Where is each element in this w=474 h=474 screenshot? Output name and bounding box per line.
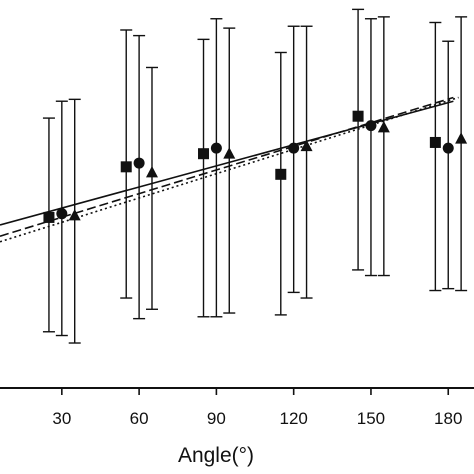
error-bar	[210, 18, 223, 318]
data-point-square	[43, 211, 55, 223]
x-tick-label: 30	[52, 409, 71, 428]
error-bar	[274, 51, 287, 316]
error-bar	[133, 34, 146, 320]
error-bar	[287, 25, 300, 294]
x-ticks-layer: 30 60 90 120 150 180	[52, 388, 462, 428]
data-point-square	[352, 110, 364, 122]
data-point-triangle	[377, 120, 390, 133]
data-point-circle	[133, 157, 145, 169]
data-point-square	[275, 168, 287, 180]
data-point-square	[429, 136, 441, 148]
data-point-triangle	[300, 139, 313, 152]
error-bar	[68, 98, 81, 344]
data-point-circle	[210, 142, 222, 154]
data-point-triangle	[223, 147, 236, 159]
data-point-circle	[56, 208, 68, 220]
x-tick-label: 180	[434, 409, 462, 428]
error-bar	[300, 25, 313, 299]
error-bar	[42, 117, 55, 333]
error-bar	[442, 40, 455, 290]
error-bar	[455, 16, 468, 292]
error-bar	[223, 27, 236, 314]
fit-line-dashed	[0, 96, 454, 237]
data-point-triangle	[145, 165, 158, 178]
data-point-triangle	[455, 132, 468, 144]
x-tick-label: 60	[130, 409, 149, 428]
error-bar	[429, 21, 442, 292]
error-bar	[352, 8, 365, 271]
error-bar	[145, 66, 158, 310]
data-point-square	[120, 161, 132, 173]
data-point-circle	[442, 142, 454, 154]
fit-line-solid	[0, 100, 454, 226]
data-point-circle	[288, 142, 300, 154]
error-bar	[197, 38, 210, 318]
data-point-triangle	[68, 209, 81, 221]
x-axis-title: Angle(°)	[178, 444, 254, 467]
data-point-square	[198, 148, 210, 160]
error-bar	[364, 18, 377, 277]
x-tick-label: 120	[279, 409, 307, 428]
data-points-layer	[43, 110, 468, 223]
x-tick-label: 90	[207, 409, 226, 428]
x-tick-label: 150	[357, 409, 385, 428]
error-bar	[377, 16, 390, 277]
error-bars-layer	[42, 8, 468, 344]
data-point-circle	[365, 120, 377, 132]
